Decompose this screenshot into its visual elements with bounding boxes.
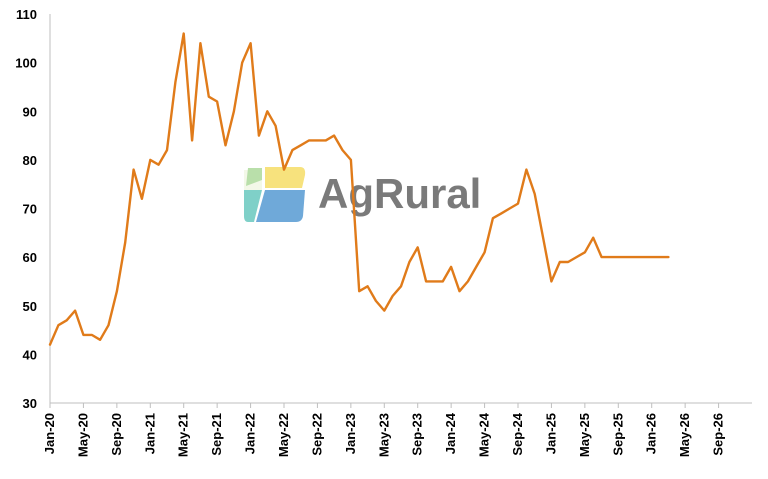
y-tick-label: 40: [23, 347, 37, 362]
x-tick-label: Sep-20: [109, 413, 124, 456]
y-tick-label: 70: [23, 202, 37, 217]
x-tick-label: Sep-21: [209, 413, 224, 456]
x-tick-label: Sep-22: [309, 413, 324, 456]
x-tick-label: Sep-26: [711, 413, 726, 456]
x-tick-label: Jan-25: [543, 413, 558, 454]
watermark-text: AgRural: [318, 170, 481, 217]
y-tick-label: 60: [23, 250, 37, 265]
x-tick-label: May-25: [577, 413, 592, 457]
y-tick-label: 100: [15, 56, 37, 71]
x-tick-label: May-22: [276, 413, 291, 457]
x-tick-label: May-23: [376, 413, 391, 457]
x-tick-label: Jan-26: [644, 413, 659, 454]
y-tick-label: 110: [16, 7, 37, 22]
x-tick-label: May-26: [677, 413, 692, 457]
y-tick-label: 90: [23, 104, 37, 119]
y-tick-label: 30: [23, 396, 37, 411]
x-tick-label: Sep-24: [510, 412, 525, 455]
y-tick-label: 80: [23, 153, 37, 168]
x-tick-label: Sep-23: [410, 413, 425, 456]
agrural-logo-icon: [244, 167, 306, 222]
x-tick-label: Jan-21: [142, 413, 157, 454]
x-tick-label: May-21: [176, 413, 191, 457]
x-tick-label: May-24: [477, 412, 492, 457]
series-group: [48, 32, 670, 346]
x-axis-ticks: Jan-20 May-20 Sep-20 Jan-21 May-21 Sep-21 Jan-…: [42, 403, 726, 457]
agrural-watermark: AgRural: [244, 167, 481, 222]
x-tick-label: Jan-23: [343, 413, 358, 454]
x-tick-label: Jan-20: [42, 413, 57, 454]
x-tick-label: Jan-24: [443, 412, 458, 454]
y-tick-label: 50: [23, 299, 37, 314]
x-tick-label: May-20: [75, 413, 90, 457]
x-tick-label: Jan-22: [243, 413, 258, 454]
axes: [49, 14, 752, 404]
x-tick-label: Sep-25: [610, 413, 625, 456]
y-axis-ticks: 30 40 50 60 70 80 90 100 110: [15, 7, 37, 411]
